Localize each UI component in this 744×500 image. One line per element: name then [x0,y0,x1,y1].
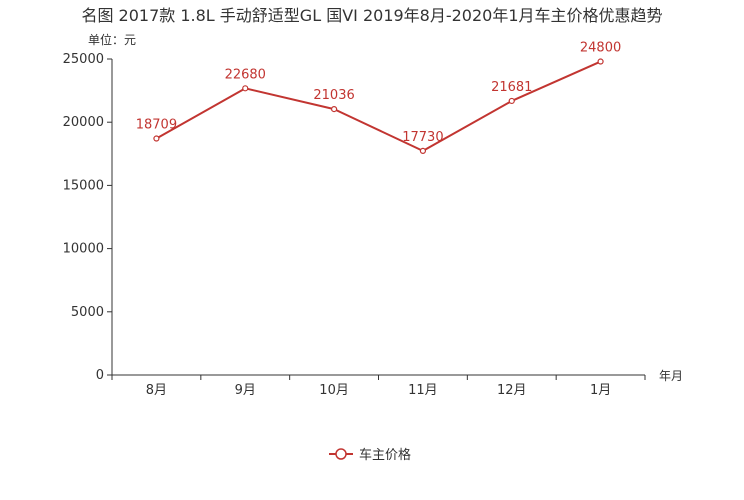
y-axis-unit-label: 单位：元 [88,32,136,47]
series-line [155,60,601,152]
y-tick-label: 5000 [71,305,104,320]
data-point [597,58,604,65]
y-tick-label: 15000 [63,178,104,193]
y-axis: 0 5000 10000 15000 20000 25000 [63,52,113,383]
data-label: 21036 [313,88,354,103]
data-label: 24800 [580,41,621,56]
x-tick-label: 12月 [497,383,527,398]
data-point [419,147,427,154]
y-tick-label: 25000 [63,52,104,67]
x-tick-label: 9月 [235,383,256,398]
x-tick-label: 1月 [590,383,611,398]
x-tick-label: 11月 [408,383,438,398]
data-label: 22680 [225,67,266,82]
chart-title: 名图 2017款 1.8L 手动舒适型GL 国VI 2019年8月-2020年1… [81,6,662,25]
y-tick-label: 0 [96,368,104,383]
x-tick-label: 10月 [319,383,349,398]
y-tick-label: 10000 [63,242,104,257]
legend-circle-icon [335,448,347,460]
data-label: 17730 [402,130,443,145]
data-point [153,135,160,142]
data-point [508,97,515,105]
y-tick-label: 20000 [63,115,104,130]
data-label: 18709 [136,118,177,133]
data-point [330,106,338,113]
series-group: 18709 22680 21036 17730 21681 24800 [136,41,621,154]
x-tick-label: 8月 [146,383,167,398]
legend-label[interactable]: 车主价格 [359,447,411,463]
x-axis: 8月 9月 10月 11月 12月 1月 [111,374,646,398]
legend[interactable]: 车主价格 [329,447,411,463]
data-label: 21681 [491,80,532,95]
x-axis-label: 年月 [659,369,683,383]
data-point [242,85,249,92]
